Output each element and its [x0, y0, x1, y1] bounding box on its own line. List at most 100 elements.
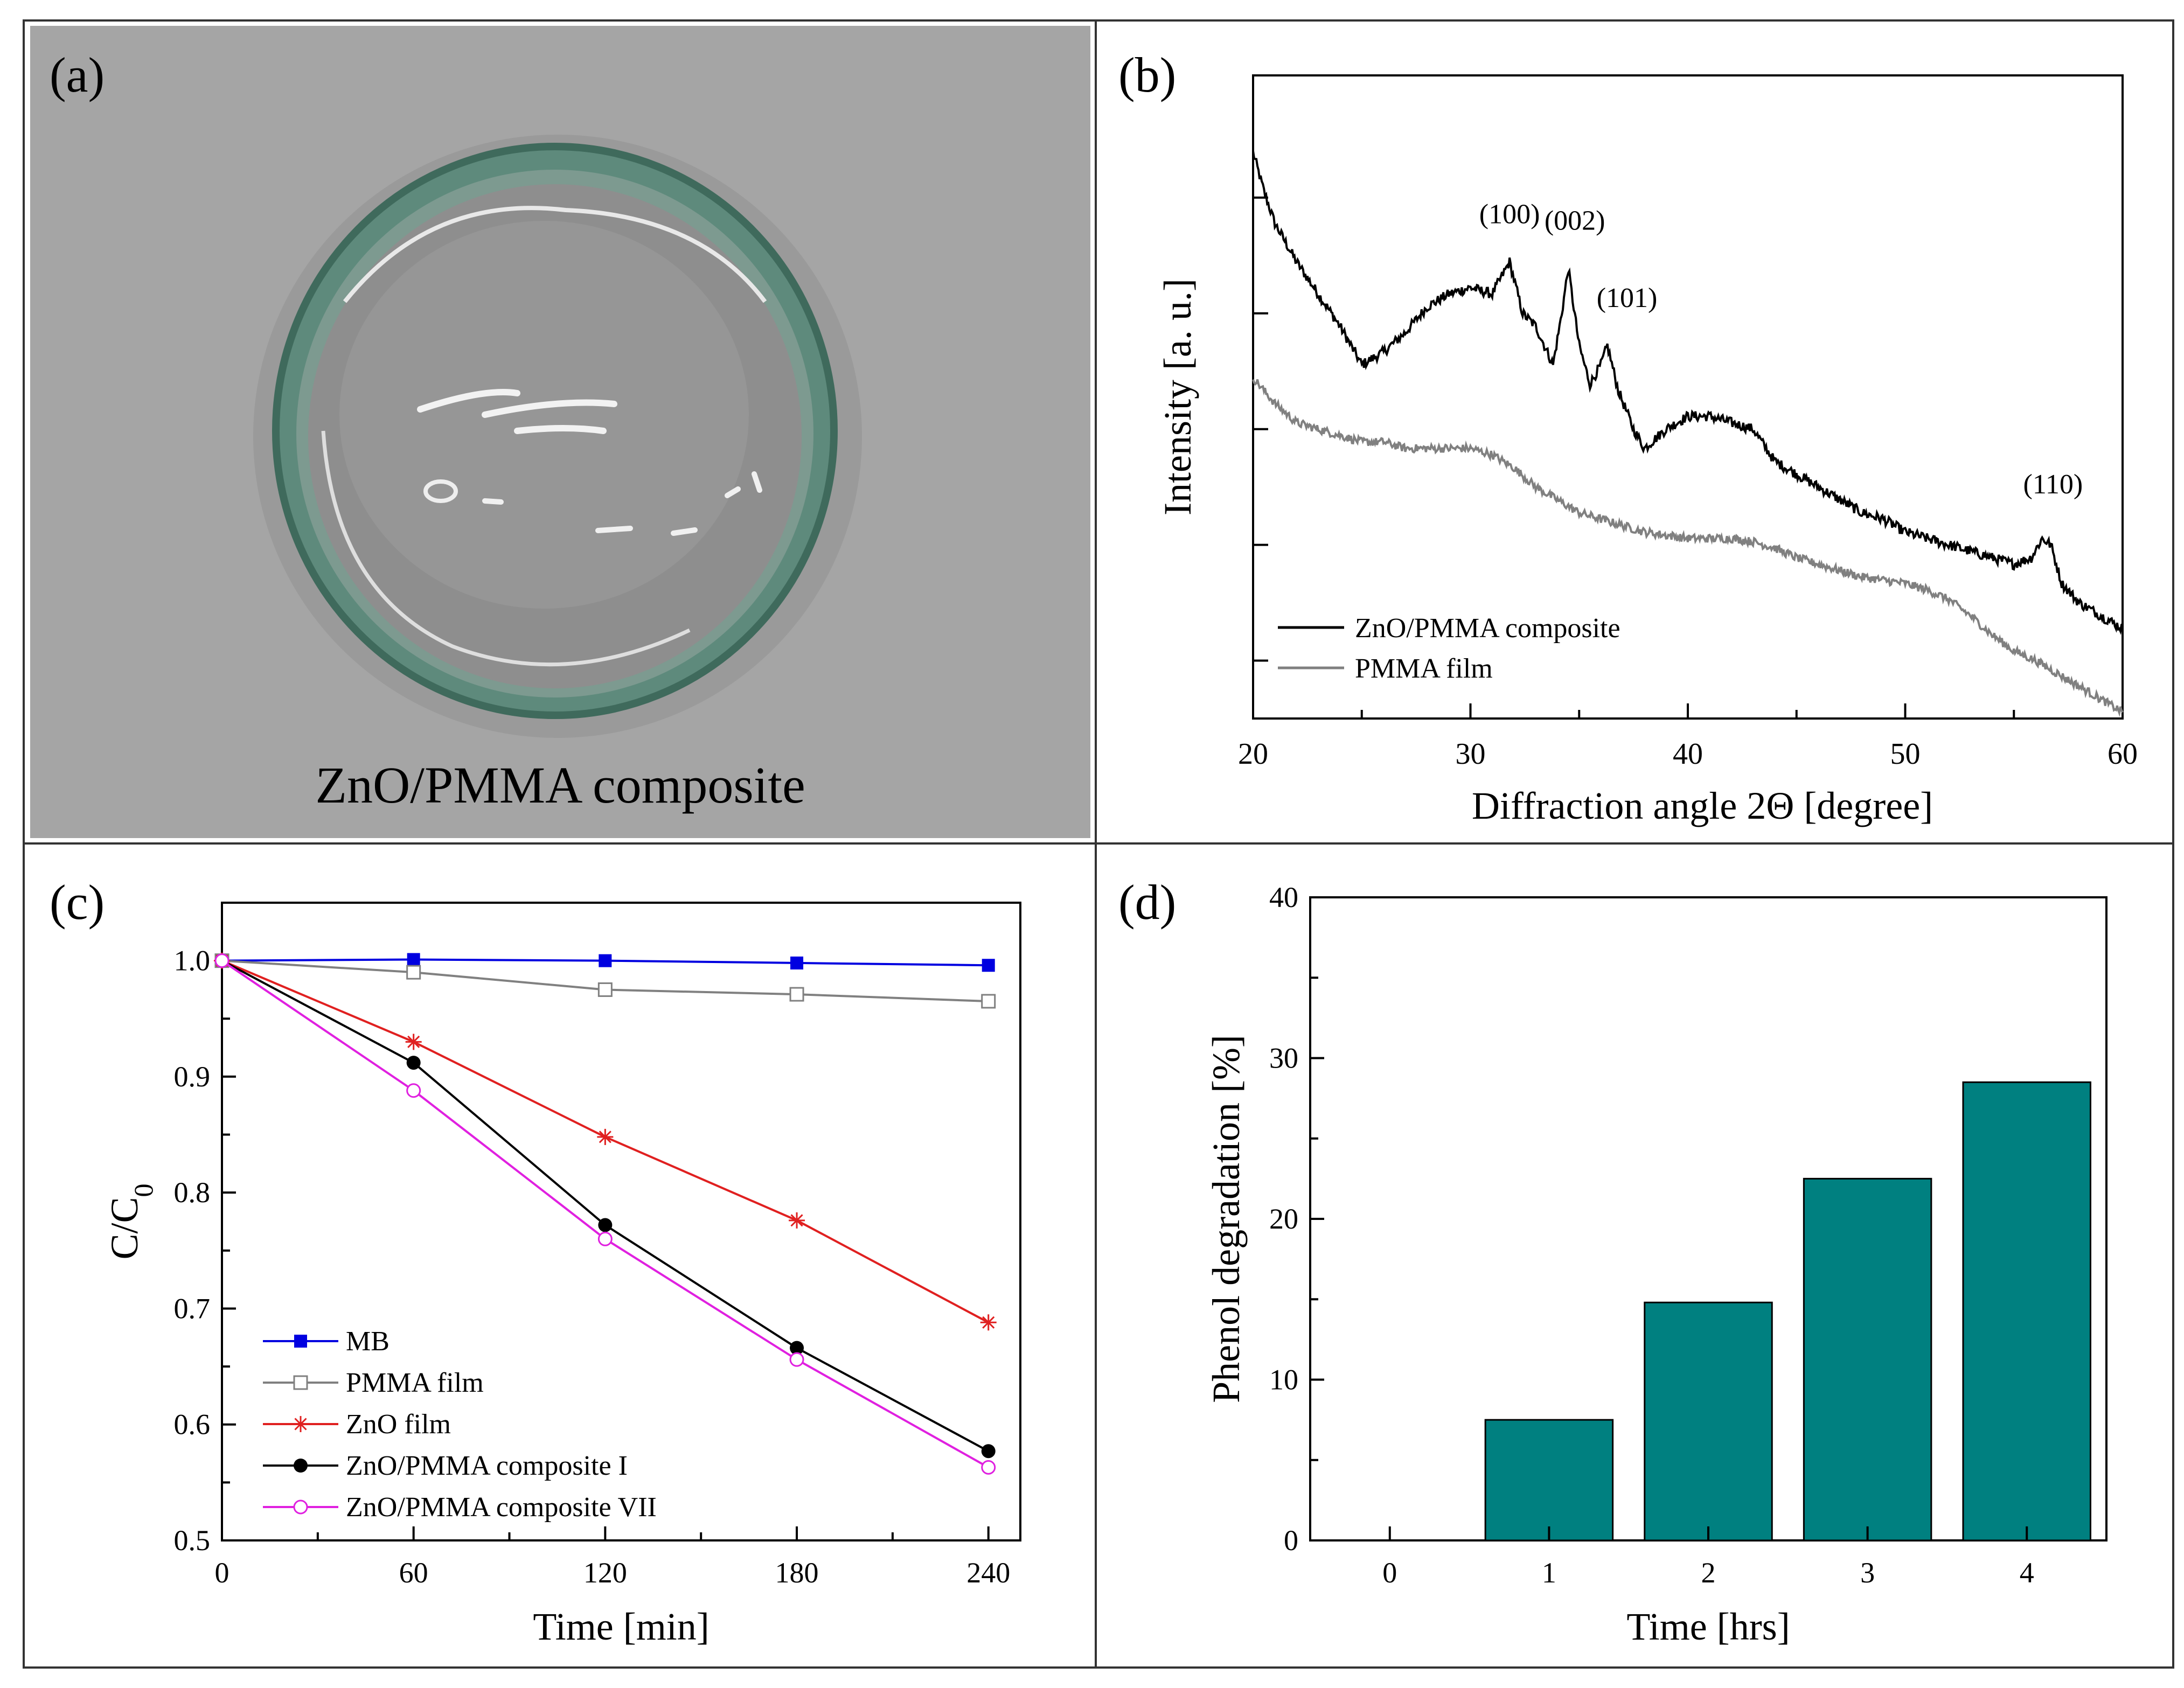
chart-c-y-tick-label: 0.7	[174, 1292, 211, 1324]
chart-d-x-tick-label: 3	[1860, 1557, 1875, 1589]
chart-d-x-tick-label: 4	[2020, 1557, 2034, 1589]
chart-d-x-tick-label: 1	[1542, 1557, 1556, 1589]
chart-c-y-tick-label: 0.5	[174, 1524, 211, 1557]
chart-c-data-point	[406, 965, 421, 980]
chart-c-data-point	[599, 954, 612, 967]
chart-d-x-tick-label: 2	[1701, 1557, 1716, 1589]
chart-c-data-point	[597, 1128, 614, 1145]
chart-c-data-point	[790, 956, 804, 969]
chart-b-peak-label: (100)	[1479, 199, 1540, 230]
chart-c-legend-marker	[293, 1375, 308, 1390]
chart-b-series-zno-pmma-composite	[1252, 151, 2123, 635]
chart-c-y-tick-label: 1.0	[174, 945, 211, 977]
chart-d-bar-3	[1803, 1177, 1932, 1541]
chart-d-x-axis-label: Time [hrs]	[1626, 1605, 1790, 1648]
panel-a-caption: ZnO/PMMA composite	[315, 756, 805, 814]
film-edge-reflection-lower	[321, 430, 691, 667]
chart-d-bars	[1484, 1081, 2091, 1541]
chart-c-x-tick-label: 0	[215, 1557, 229, 1589]
chart-c-legend-label: ZnO/PMMA composite VII	[346, 1492, 657, 1523]
chart-b-x-tick-label: 40	[1673, 737, 1703, 771]
chart-b-x-ticks: 20 30 40 50 60	[1238, 703, 2138, 771]
chart-b-legend-label: ZnO/PMMA composite	[1355, 613, 1620, 644]
panel-a-label: (a)	[50, 47, 105, 102]
chart-b-x-tick-label: 20	[1238, 737, 1268, 771]
chart-c-data-point	[981, 1460, 996, 1475]
panel-c-label: (c)	[50, 875, 105, 930]
chart-d-y-tick-label: 0	[1284, 1524, 1298, 1557]
chart-d-y-tick-label: 30	[1269, 1042, 1298, 1075]
chart-c-data-point	[790, 1341, 804, 1355]
chart-c-data-point	[789, 1352, 804, 1367]
chart-b-legend: ZnO/PMMA composite PMMA film	[1278, 613, 1620, 684]
chart-c-data-point	[598, 1218, 613, 1232]
chart-c-data-point	[407, 953, 420, 966]
chart-c-data-point	[981, 1444, 996, 1459]
chart-d-x-ticks: 0 1 2 3 4	[1382, 1526, 2034, 1589]
chart-c-y-tick-label: 0.8	[174, 1176, 211, 1209]
film-edge-reflection	[343, 206, 767, 303]
chart-c-data-point	[406, 1083, 421, 1098]
speckle-reflections	[482, 471, 762, 536]
chart-c-data-point	[406, 1056, 421, 1070]
chart-c-y-tick-label: 0.9	[174, 1061, 211, 1093]
chart-d-y-axis-label: Phenol degradation [%]	[1205, 1035, 1248, 1403]
chart-c-y-axis-label: C/C0	[103, 1183, 158, 1259]
panel-c: (c) 0.5 0.6 0.7 0.8 0.9 1.0 0 60 120 180 240 MB PM…	[50, 875, 1021, 1648]
chart-b-y-ticks	[1253, 196, 1268, 662]
panel-d: (d) 0 10 20 30 40 0 1 2 3 4 Time [hrs] Phenol de…	[1118, 875, 2108, 1648]
chart-c-plot-area	[221, 902, 1021, 1541]
chart-c-series	[214, 952, 997, 1475]
chart-c-series-zno-pmma-composite-vii	[221, 959, 989, 1469]
chart-b-x-axis-label: Diffraction angle 2Θ [degree]	[1472, 784, 1933, 827]
chart-c-data-point	[597, 982, 613, 997]
chart-d-bar-2	[1644, 1301, 1773, 1541]
chart-c-legend-marker	[293, 1416, 309, 1432]
bubble-reflection	[423, 479, 458, 503]
chart-c-x-tick-label: 60	[399, 1557, 428, 1589]
chart-c-legend-marker	[293, 1499, 308, 1515]
chart-c-x-tick-label: 120	[583, 1557, 627, 1589]
chart-c-data-point	[214, 953, 229, 968]
chart-c-series-zno-pmma-composite-i	[221, 959, 989, 1452]
panel-a: (a) ZnO/PMMA composite	[30, 26, 1090, 838]
chart-c-data-point	[789, 987, 804, 1002]
panel-b: (b) 20 30 40 50 60 (100) (002) (101) (110) ZnO/…	[1118, 47, 2138, 827]
chart-d-y-ticks: 0 10 20 30 40	[1269, 881, 1324, 1557]
chart-d-y-tick-label: 20	[1269, 1203, 1298, 1235]
chart-b-x-tick-label: 60	[2108, 737, 2138, 771]
film-highlight	[339, 221, 749, 609]
chart-c-data-point	[405, 1034, 422, 1050]
chart-d-x-tick-label: 0	[1382, 1557, 1397, 1589]
chart-c-data-point	[980, 1314, 997, 1331]
chart-c-legend-label: ZnO film	[346, 1409, 451, 1440]
chart-c-data-point	[981, 994, 996, 1009]
chart-d-bar-1	[1484, 1419, 1614, 1541]
chart-c-x-tick-label: 240	[966, 1557, 1010, 1589]
chart-c-legend-label: PMMA film	[346, 1368, 484, 1398]
chart-c-x-ticks: 0 60 120 180 240	[215, 1526, 1010, 1589]
chart-c-legend-marker	[294, 1459, 308, 1473]
panel-b-label: (b)	[1118, 47, 1176, 102]
chart-b-series	[1252, 151, 2124, 717]
chart-c-legend-label: ZnO/PMMA composite I	[346, 1450, 628, 1481]
chart-c-data-point	[789, 1212, 805, 1229]
chart-d-bar-4	[1962, 1081, 2091, 1541]
chart-c-y-ticks: 0.5 0.6 0.7 0.8 0.9 1.0	[174, 945, 236, 1557]
chart-c-data-point	[597, 1231, 613, 1246]
film-crease-reflection	[417, 389, 617, 434]
chart-b-x-tick-label: 50	[1890, 737, 1921, 771]
chart-b-peak-label: (101)	[1597, 283, 1658, 313]
chart-d-y-tick-label: 40	[1269, 881, 1298, 913]
chart-b-legend-label: PMMA film	[1355, 653, 1493, 684]
chart-c-legend: MB PMMA film ZnO film ZnO/PMMA composite I Z…	[263, 1326, 657, 1523]
chart-b-y-axis-label: Intensity [a. u.]	[1156, 278, 1199, 515]
chart-c-x-axis-label: Time [min]	[533, 1605, 709, 1648]
chart-c-legend-marker	[294, 1335, 307, 1348]
chart-b-x-tick-label: 30	[1456, 737, 1486, 771]
chart-b-series-pmma-film	[1252, 379, 2124, 717]
chart-b-peak-label: (110)	[2023, 469, 2083, 500]
chart-c-y-tick-label: 0.6	[174, 1408, 211, 1441]
chart-b-peak-label: (002)	[1545, 206, 1605, 236]
